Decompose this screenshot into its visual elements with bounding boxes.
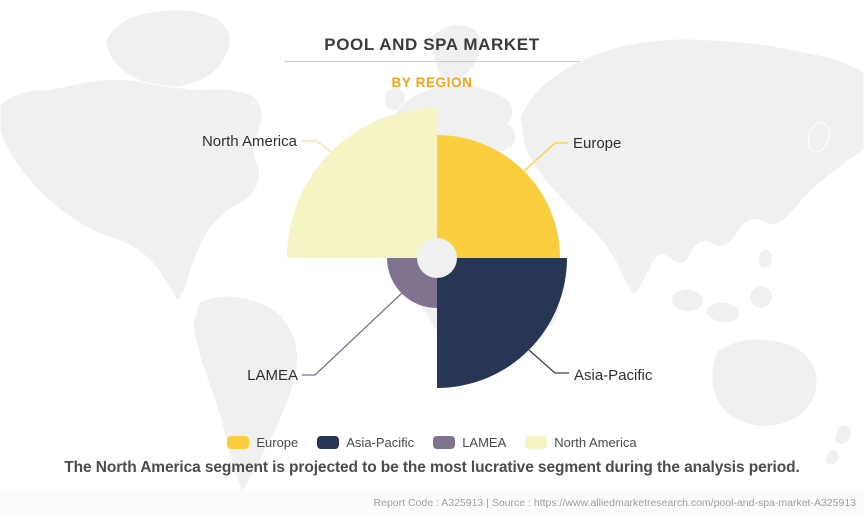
callout-line-lamea (302, 292, 403, 376)
pie-slice-north-america[interactable] (287, 108, 437, 258)
pie-slice-europe[interactable] (437, 135, 560, 258)
legend-swatch-north-america (525, 436, 548, 449)
pie-slice-asia-pacific[interactable] (437, 258, 567, 388)
report-source-text: Report Code : A325913 | Source : https:/… (373, 496, 856, 509)
footer-bar: Report Code : A325913 | Source : https:/… (0, 490, 864, 515)
slice-label-europe: Europe (573, 135, 621, 152)
pie-center-hole (417, 238, 457, 278)
legend-item-asia-pacific[interactable]: Asia-Pacific (317, 435, 414, 450)
legend-item-europe[interactable]: Europe (227, 435, 298, 450)
slice-label-lamea: LAMEA (247, 367, 298, 384)
legend-label-lamea: LAMEA (462, 435, 507, 450)
chart-header: POOL AND SPA MARKET BY REGION (0, 0, 864, 90)
legend-label-asia-pacific: Asia-Pacific (346, 435, 415, 450)
legend: Europe Asia-Pacific LAMEA North America (0, 435, 864, 450)
slice-label-north-america: North America (202, 133, 298, 150)
legend-item-lamea[interactable]: LAMEA (433, 435, 506, 450)
legend-label-europe: Europe (256, 435, 299, 450)
legend-swatch-europe (227, 436, 250, 449)
callout-line-asia-pacific (528, 349, 569, 374)
callout-line-europe (523, 142, 568, 172)
legend-item-north-america[interactable]: North America (525, 435, 637, 450)
chart-subtitle: BY REGION (391, 75, 473, 90)
legend-swatch-lamea (433, 436, 456, 449)
insight-note: The North America segment is projected t… (64, 459, 800, 476)
callout-line-north-america (302, 140, 332, 153)
page-title: POOL AND SPA MARKET (324, 35, 540, 54)
slice-label-asia-pacific: Asia-Pacific (574, 367, 653, 384)
title-divider (284, 61, 580, 62)
legend-label-north-america: North America (554, 435, 637, 450)
legend-swatch-asia-pacific (317, 436, 340, 449)
